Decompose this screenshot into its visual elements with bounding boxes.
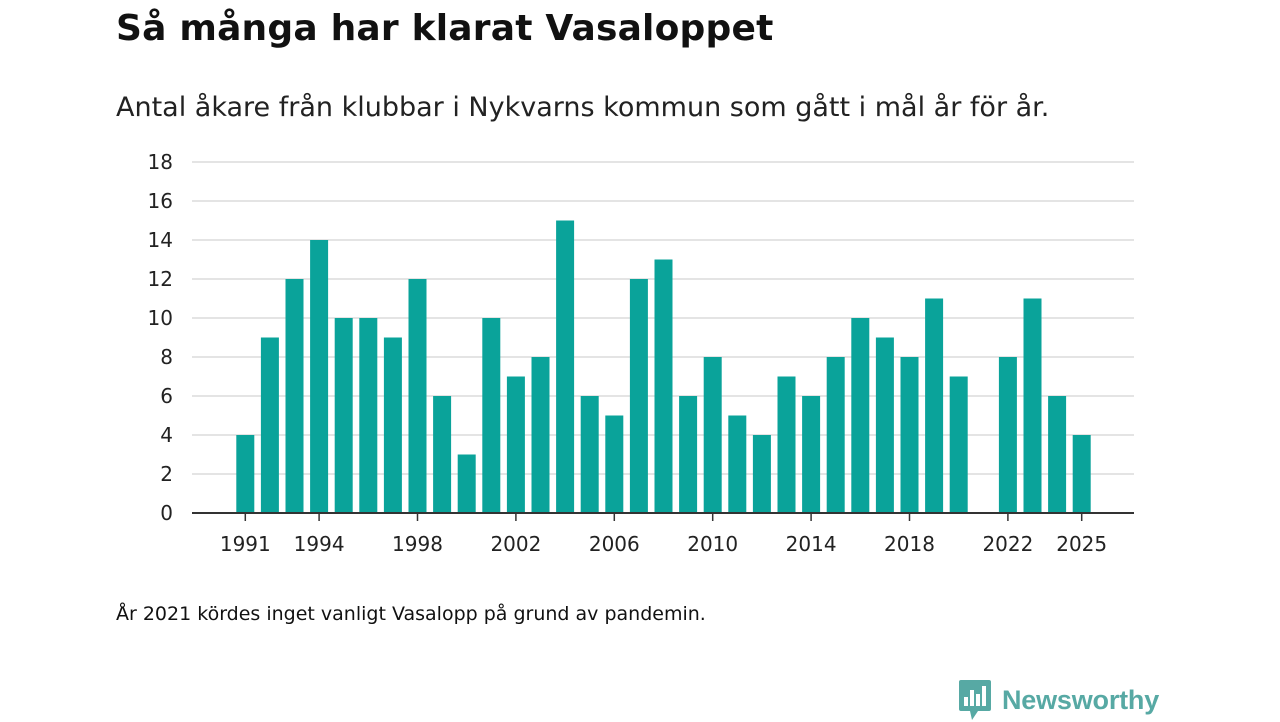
y-tick-label: 4 [160, 423, 173, 447]
chart-subtitle: Antal åkare från klubbar i Nykvarns komm… [116, 92, 1050, 123]
bar-2018 [900, 357, 919, 513]
bar-1991 [236, 435, 255, 513]
bar-1996 [359, 318, 378, 513]
x-tick-label: 1994 [294, 532, 345, 556]
bar-2015 [826, 357, 845, 513]
x-tick-label: 2022 [982, 532, 1033, 556]
bar-1995 [334, 318, 353, 513]
bar-2009 [679, 396, 698, 513]
y-tick-label: 14 [148, 228, 173, 252]
bar-2016 [851, 318, 870, 513]
y-tick-label: 6 [160, 384, 173, 408]
bar-1999 [433, 396, 452, 513]
bar-2007 [629, 279, 648, 513]
bar-2011 [728, 415, 747, 513]
x-tick-label: 1991 [220, 532, 271, 556]
bar-1994 [310, 240, 329, 513]
bar-2000 [457, 454, 476, 513]
bar-2022 [998, 357, 1017, 513]
bar-2005 [580, 396, 599, 513]
bar-2008 [654, 259, 673, 513]
x-tick-label: 2018 [884, 532, 935, 556]
bar-2014 [802, 396, 821, 513]
y-tick-label: 0 [160, 501, 173, 525]
x-tick-label: 1998 [392, 532, 443, 556]
y-axis-labels: 0 2 4 6 8 10 12 14 16 18 [148, 150, 173, 525]
x-tick-label: 2014 [786, 532, 837, 556]
bar-1998 [408, 279, 427, 513]
brand-logo: Newsworthy [958, 678, 1159, 722]
y-tick-label: 2 [160, 462, 173, 486]
newsworthy-logo-icon [959, 680, 991, 720]
bar-2025 [1072, 435, 1091, 513]
y-tick-label: 12 [148, 267, 173, 291]
bars [236, 220, 1091, 513]
brand-name: Newsworthy [1002, 684, 1160, 715]
bar-2019 [925, 298, 944, 513]
bar-2024 [1048, 396, 1067, 513]
bar-2002 [506, 376, 525, 513]
x-tick-label: 2002 [490, 532, 541, 556]
bar-chart: 0 2 4 6 8 10 12 14 16 18 1991 1994 1998 2002 2006 2010… [148, 150, 1134, 556]
y-tick-label: 16 [148, 189, 173, 213]
bar-2001 [482, 318, 501, 513]
footnote: År 2021 kördes inget vanligt Vasalopp på… [116, 603, 706, 625]
y-tick-label: 18 [148, 150, 173, 174]
x-axis-labels: 1991 1994 1998 2002 2006 2010 2014 2018 2022 2025 [220, 532, 1107, 556]
x-tick-label: 2025 [1056, 532, 1107, 556]
bar-2010 [703, 357, 722, 513]
bar-1992 [260, 337, 279, 513]
bar-2020 [949, 376, 968, 513]
bar-2023 [1023, 298, 1042, 513]
bar-1993 [285, 279, 304, 513]
bar-2003 [531, 357, 550, 513]
bar-2012 [752, 435, 771, 513]
x-tick-label: 2006 [589, 532, 640, 556]
y-tick-label: 10 [148, 306, 173, 330]
x-tick-label: 2010 [687, 532, 738, 556]
bar-2013 [777, 376, 796, 513]
bar-2017 [875, 337, 894, 513]
bar-2006 [605, 415, 624, 513]
bar-2004 [556, 220, 575, 513]
chart-title: Så många har klarat Vasaloppet [116, 8, 774, 49]
bar-1997 [383, 337, 402, 513]
x-axis [192, 512, 1134, 521]
y-tick-label: 8 [160, 345, 173, 369]
